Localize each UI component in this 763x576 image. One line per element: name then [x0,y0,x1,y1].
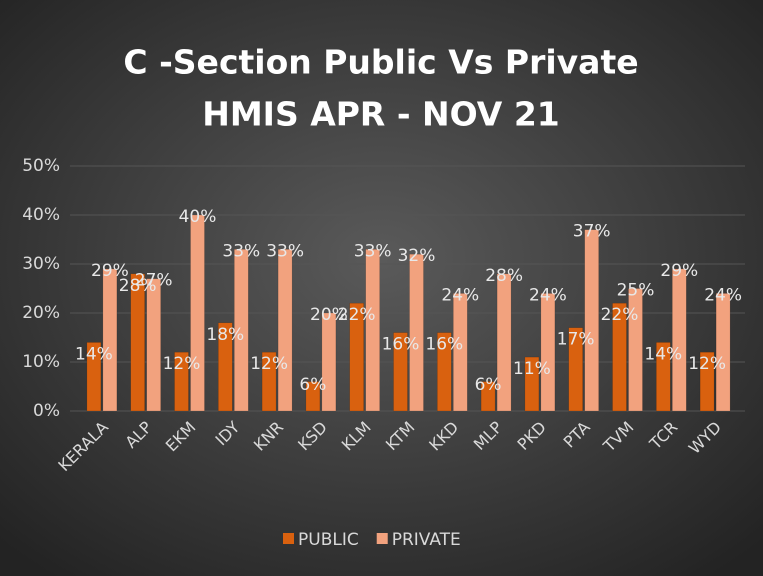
data-label: 29% [660,261,698,281]
bar [174,351,189,412]
data-label: 24% [704,285,742,305]
bar [102,268,118,412]
data-label: 33% [222,241,260,261]
legend-label: PUBLIC [298,530,359,550]
data-label: 16% [382,335,420,355]
bar [584,229,599,412]
bar [190,214,205,412]
bar [393,332,408,412]
data-label: 12% [250,354,288,374]
bar [261,351,277,412]
data-label: 6% [299,375,326,395]
bar [130,273,145,412]
bar [86,342,102,412]
data-label: 24% [441,285,479,305]
bar [234,249,249,412]
data-label: 29% [91,261,129,281]
bar [524,356,540,412]
y-tick-label: 30% [22,254,60,274]
bar [146,278,161,412]
data-label: 12% [163,354,201,374]
bar [612,302,627,412]
bar [365,249,380,412]
data-label: 33% [354,241,392,261]
y-tick-label: 50% [22,156,60,176]
data-label: 24% [529,285,567,305]
chart-title: HMIS APR - NOV 21 [202,95,560,134]
data-label: 14% [644,344,682,364]
bar [672,268,687,412]
bar [699,351,715,412]
data-label: 33% [266,241,304,261]
bar [437,332,452,412]
data-label: 22% [601,305,639,325]
data-label: 40% [179,207,217,227]
bar [349,302,364,412]
bar [453,293,468,412]
data-label: 16% [425,335,463,355]
bar [656,342,671,412]
bar [277,249,293,412]
bar [409,253,424,412]
bar [540,293,556,412]
data-label: 12% [688,354,726,374]
data-label: 27% [135,271,173,291]
legend-swatch [376,533,388,544]
chart-title: C -Section Public Vs Private [123,43,638,82]
bar [496,273,512,412]
data-label: 32% [398,246,436,266]
bar [480,381,496,412]
data-label: 20% [310,305,348,325]
legend-label: PRIVATE [392,530,461,550]
data-label: 17% [557,330,595,350]
bar [305,381,321,412]
data-label: 18% [206,325,244,345]
legend-swatch [283,533,294,544]
data-label: 25% [617,281,655,301]
data-label: 22% [338,305,376,325]
bar [628,288,643,412]
bar [568,327,583,412]
y-tick-label: 40% [22,205,60,225]
bar [715,293,731,412]
data-label: 14% [75,344,113,364]
data-label: 28% [119,276,157,296]
data-label: 6% [475,375,502,395]
bar [321,312,337,412]
y-tick-label: 0% [33,401,60,421]
y-tick-label: 10% [22,352,60,372]
bar [218,322,233,412]
data-label: 11% [513,359,551,379]
y-tick-label: 20% [22,303,60,323]
data-label: 28% [485,266,523,286]
data-label: 37% [573,222,611,242]
